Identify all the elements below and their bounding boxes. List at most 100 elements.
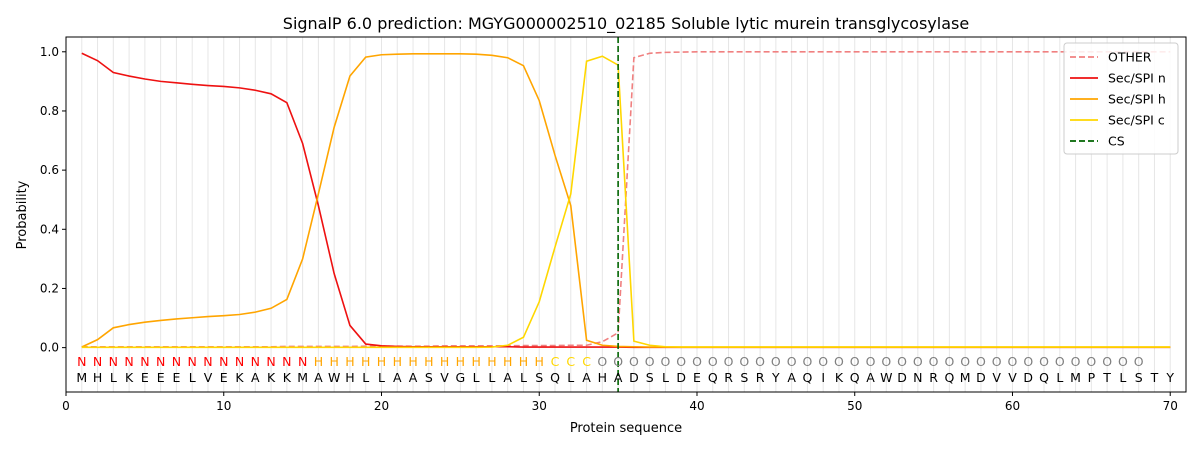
residue-label: N <box>913 370 922 385</box>
residue-label: E <box>157 370 165 385</box>
residue-label: L <box>520 370 527 385</box>
residue-label: A <box>787 370 796 385</box>
region-label: O <box>755 354 765 369</box>
region-label: H <box>361 354 370 369</box>
region-label: O <box>771 354 781 369</box>
residue-label: E <box>220 370 228 385</box>
region-label: O <box>1008 354 1018 369</box>
region-label: H <box>408 354 417 369</box>
region-label: H <box>377 354 386 369</box>
residue-label: A <box>251 370 260 385</box>
x-tick-label: 0 <box>62 399 70 413</box>
x-tick-label: 30 <box>532 399 547 413</box>
region-label: O <box>597 354 607 369</box>
residue-label: Q <box>944 370 954 385</box>
residue-label: D <box>676 370 686 385</box>
residue-label: E <box>141 370 149 385</box>
y-tick-label: 0.8 <box>40 104 59 118</box>
residue-label: S <box>740 370 748 385</box>
region-label: O <box>661 354 671 369</box>
residue-label: Q <box>550 370 560 385</box>
residue-label: D <box>897 370 907 385</box>
region-label: O <box>1055 354 1065 369</box>
residue-label: K <box>283 370 292 385</box>
residue-label: M <box>297 370 308 385</box>
region-label: N <box>156 354 165 369</box>
region-label: H <box>456 354 465 369</box>
residue-label: Q <box>708 370 718 385</box>
legend-label: Sec/SPI c <box>1108 113 1165 128</box>
legend: OTHER Sec/SPI n Sec/SPI h Sec/SPI c CS <box>1063 42 1179 155</box>
x-axis: 0 10 20 30 40 50 60 70 <box>62 392 1178 413</box>
residue-label: H <box>598 370 607 385</box>
residue-label: L <box>1056 370 1063 385</box>
region-label: O <box>676 354 686 369</box>
region-label: H <box>393 354 402 369</box>
residue-label: Y <box>771 370 780 385</box>
residue-label: H <box>93 370 102 385</box>
region-label: O <box>787 354 797 369</box>
residue-label: R <box>724 370 733 385</box>
residue-label: D <box>976 370 986 385</box>
region-label: O <box>913 354 923 369</box>
residue-label: E <box>172 370 180 385</box>
region-label: N <box>172 354 181 369</box>
residue-label: G <box>456 370 466 385</box>
y-tick-label: 0.4 <box>40 222 59 236</box>
residue-label: L <box>378 370 385 385</box>
region-label: H <box>345 354 354 369</box>
region-label: O <box>645 354 655 369</box>
region-label: O <box>818 354 828 369</box>
y-tick-label: 1.0 <box>40 45 59 59</box>
residue-label: K <box>835 370 844 385</box>
residue-label: A <box>503 370 512 385</box>
region-label: H <box>314 354 323 369</box>
region-label: O <box>881 354 891 369</box>
region-label: N <box>109 354 118 369</box>
residue-label: A <box>409 370 418 385</box>
region-label: H <box>535 354 544 369</box>
plot-frame <box>65 36 1187 393</box>
y-tick-label: 0.2 <box>40 281 59 295</box>
x-tick-label: 10 <box>216 399 231 413</box>
residue-label: R <box>756 370 765 385</box>
residue-label: A <box>393 370 402 385</box>
chart-title: SignalP 6.0 prediction: MGYG000002510_02… <box>283 14 969 34</box>
region-label: N <box>77 354 86 369</box>
residue-label: T <box>1102 370 1111 385</box>
residue-label: I <box>821 370 825 385</box>
region-label: O <box>897 354 907 369</box>
residue-label: A <box>614 370 623 385</box>
region-label: N <box>93 354 102 369</box>
residue-label: L <box>189 370 196 385</box>
residue-label: D <box>629 370 639 385</box>
region-label: O <box>1118 354 1128 369</box>
y-tick-label: 0.6 <box>40 163 59 177</box>
region-label: O <box>944 354 954 369</box>
residue-label: L <box>362 370 369 385</box>
region-label: O <box>739 354 749 369</box>
region-label: O <box>976 354 986 369</box>
residue-label: A <box>866 370 875 385</box>
residue-label: W <box>328 370 340 385</box>
residue-label: T <box>1150 370 1159 385</box>
residue-label: D <box>1023 370 1033 385</box>
region-label: O <box>929 354 939 369</box>
residue-label: V <box>1008 370 1017 385</box>
region-label: N <box>266 354 275 369</box>
residue-label: S <box>1135 370 1143 385</box>
series-line-sec-spi-c <box>81 55 1171 349</box>
x-tick-label: 70 <box>1163 399 1178 413</box>
region-label: O <box>850 354 860 369</box>
region-label: N <box>251 354 260 369</box>
residue-label: Y <box>1165 370 1174 385</box>
residue-label: K <box>125 370 134 385</box>
region-label: N <box>188 354 197 369</box>
legend-label: Sec/SPI h <box>1108 92 1166 107</box>
region-label: O <box>866 354 876 369</box>
x-tick-label: 40 <box>689 399 704 413</box>
sequence-annotation: NMNHNLNKNENENENLNVNENKNANKNKNMHAHWHHHLHL… <box>76 354 1174 385</box>
residue-label: V <box>440 370 449 385</box>
residue-label: S <box>646 370 654 385</box>
